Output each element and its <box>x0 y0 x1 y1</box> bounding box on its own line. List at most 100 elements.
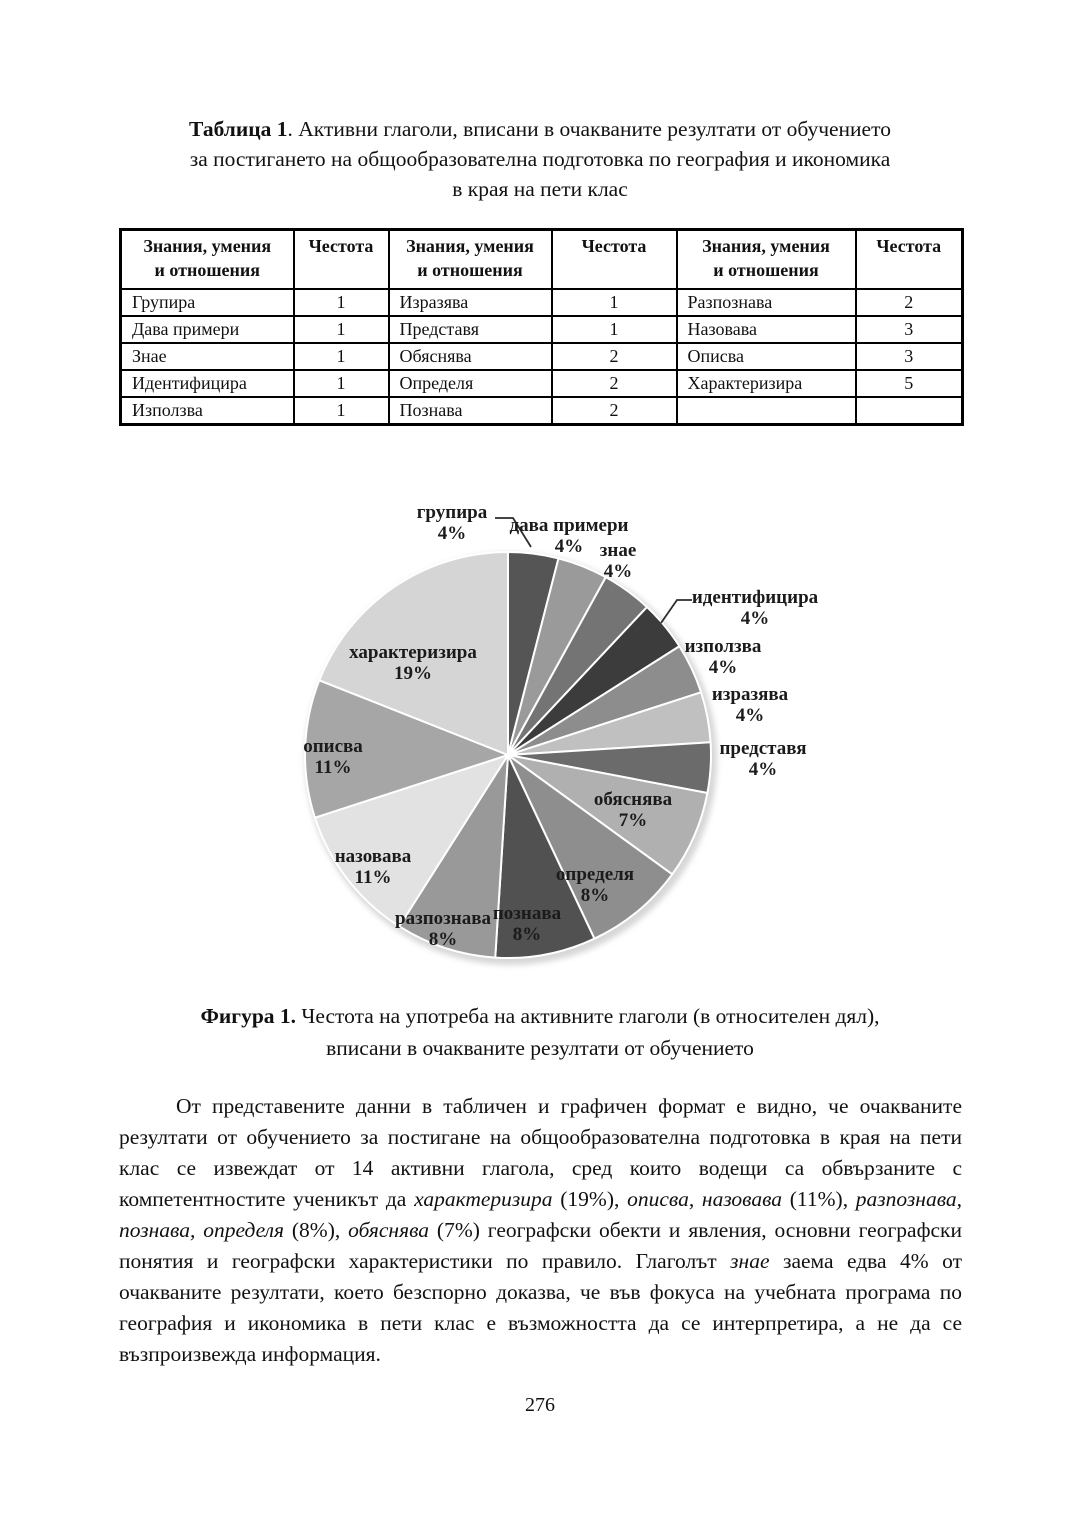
pie-slice-познава <box>494 754 596 959</box>
verb-cell: Познава <box>387 396 553 425</box>
verb-cell: Представя <box>387 315 553 344</box>
pie-slice-разпознава <box>398 754 509 959</box>
table-caption-number: Таблица 1 <box>189 117 288 141</box>
verb-cell: Описва <box>675 342 857 371</box>
pie-label-value: 11% <box>354 867 392 888</box>
pie-label-value: 4% <box>740 608 770 629</box>
pie-slice-label: знае 4% <box>600 540 637 582</box>
frequency-cell: 1 <box>550 288 678 317</box>
pie-label-name: описва <box>303 736 363 757</box>
pie-chart-figure: групира 4% дава примери 4% знае 4% идентифицир… <box>280 490 850 990</box>
pie-label-name: характеризира <box>349 642 477 663</box>
table-row: Знае 1 Обяснява 2 Описва 3 <box>119 342 964 371</box>
pie-slice-назовава <box>313 754 509 928</box>
pie-label-value: 19% <box>393 663 432 684</box>
pie-slice-label: назовава 11% <box>335 846 412 888</box>
pie-slice-label: дава примери 4% <box>510 515 629 557</box>
table-row: Използва 1 Познава 2 <box>119 396 964 425</box>
pie-slice-label: познава 8% <box>493 903 561 945</box>
pie-slice-label: представя 4% <box>719 738 806 780</box>
frequency-cell: 2 <box>550 396 678 425</box>
table-header-row: Знания, умения и отношения Честота Знания,… <box>119 228 964 290</box>
verb-cell: Групира <box>119 288 295 317</box>
pie-label-name: групира <box>416 502 488 523</box>
frequency-cell: 1 <box>292 342 390 371</box>
pie-slice-label: групира 4% <box>417 502 487 544</box>
verb-emphasis: разпознава, познава, определя <box>119 1187 963 1242</box>
pie-slice-определя <box>507 754 674 940</box>
text-run: (11%), <box>782 1187 856 1211</box>
pie-label-name: разпознава <box>395 908 491 929</box>
pie-slice-описва <box>304 679 509 819</box>
frequency-cell: 1 <box>292 288 390 317</box>
figure-caption-text: Честота на употреба на активните глаголи… <box>301 1004 880 1060</box>
verb-cell <box>675 396 857 425</box>
frequency-cell: 3 <box>854 342 964 371</box>
pie-slice-label: характеризира 19% <box>349 642 477 684</box>
pie-label-value: 8% <box>580 885 610 906</box>
pie-slice-label: идентифицира 4% <box>692 587 818 629</box>
pie-label-value: 4% <box>554 536 584 557</box>
verb-cell: Дава примери <box>119 315 295 344</box>
verb-cell: Разпознава <box>675 288 857 317</box>
text-run: (19%), <box>552 1187 628 1211</box>
label-leader-line <box>495 517 532 548</box>
pie-label-name: познава <box>492 903 562 924</box>
verb-emphasis: знае <box>730 1249 770 1273</box>
column-header: Честота <box>292 228 390 290</box>
pie-label-value: 4% <box>708 657 738 678</box>
frequency-cell: 2 <box>854 288 964 317</box>
pie-label-name: определя <box>555 864 635 885</box>
text-run: От представените данни в табличен и граф… <box>119 1094 962 1211</box>
pie-label-value: 4% <box>735 705 765 726</box>
pie-label-name: дава примери <box>509 515 629 536</box>
text-run: (7%) географски обекти и явления, основн… <box>119 1218 963 1273</box>
frequency-cell: 1 <box>550 315 678 344</box>
pie-label-name: изразява <box>711 684 789 705</box>
pie-label-value: 7% <box>618 810 648 831</box>
page-number: 276 <box>525 1394 555 1416</box>
frequency-cell: 5 <box>854 369 964 398</box>
pie-label-value: 4% <box>748 759 778 780</box>
pie-label-value: 8% <box>428 929 458 950</box>
pie-slice-label: описва 11% <box>303 736 363 778</box>
pie-slice-label: определя 8% <box>556 864 634 906</box>
pie-slice-label: обяснява 7% <box>594 789 672 831</box>
table-caption-text: . Активни глаголи, вписани в очакваните … <box>189 117 891 201</box>
frequency-cell: 1 <box>292 315 390 344</box>
column-header: Честота <box>550 228 678 290</box>
pie-label-value: 8% <box>512 924 542 945</box>
pie-chart-svg <box>304 517 717 965</box>
table-caption: Таблица 1. Активни глаголи, вписани в оч… <box>0 114 1080 204</box>
pie-label-name: идентифицира <box>691 587 819 608</box>
pie-label-value: 11% <box>314 757 352 778</box>
figure-caption-number: Фигура 1. <box>200 1004 297 1028</box>
pie-slice-label: използва 4% <box>685 636 762 678</box>
column-header: Знания, умения и отношения <box>675 228 857 290</box>
frequency-cell: 3 <box>854 315 964 344</box>
table-body: Групира 1 Изразява 1 Разпознава 2 Дава примери… <box>119 288 964 425</box>
verb-cell: Назовава <box>675 315 857 344</box>
frequency-cell: 2 <box>550 369 678 398</box>
verb-cell: Идентифицира <box>119 369 295 398</box>
verb-emphasis: характеризира <box>414 1187 553 1211</box>
pie-label-value: 4% <box>437 523 467 544</box>
body-paragraph: От представените данни в табличен и граф… <box>119 1091 962 1370</box>
table-row: Знания, умения и отношения Честота Знания,… <box>119 228 964 290</box>
column-header: Знания, умения и отношения <box>119 228 295 290</box>
table-row: Групира 1 Изразява 1 Разпознава 2 <box>119 288 964 317</box>
results-table: Знания, умения и отношения Честота Знания,… <box>119 228 964 426</box>
pie-label-value: 4% <box>603 561 633 582</box>
pie-label-name: представя <box>719 738 807 759</box>
pie-label-name: обяснява <box>593 789 673 810</box>
frequency-cell: 2 <box>550 342 678 371</box>
pie-slice-характеризира <box>318 551 509 756</box>
table-row: Идентифицира 1 Определя 2 Характеризира 5 <box>119 369 964 398</box>
verb-emphasis: обяснява <box>348 1218 430 1242</box>
verb-cell: Обяснява <box>387 342 553 371</box>
verb-cell: Характеризира <box>675 369 857 398</box>
column-header: Честота <box>854 228 964 290</box>
text-run: (8%), <box>284 1218 349 1242</box>
label-leader-line <box>660 599 692 624</box>
